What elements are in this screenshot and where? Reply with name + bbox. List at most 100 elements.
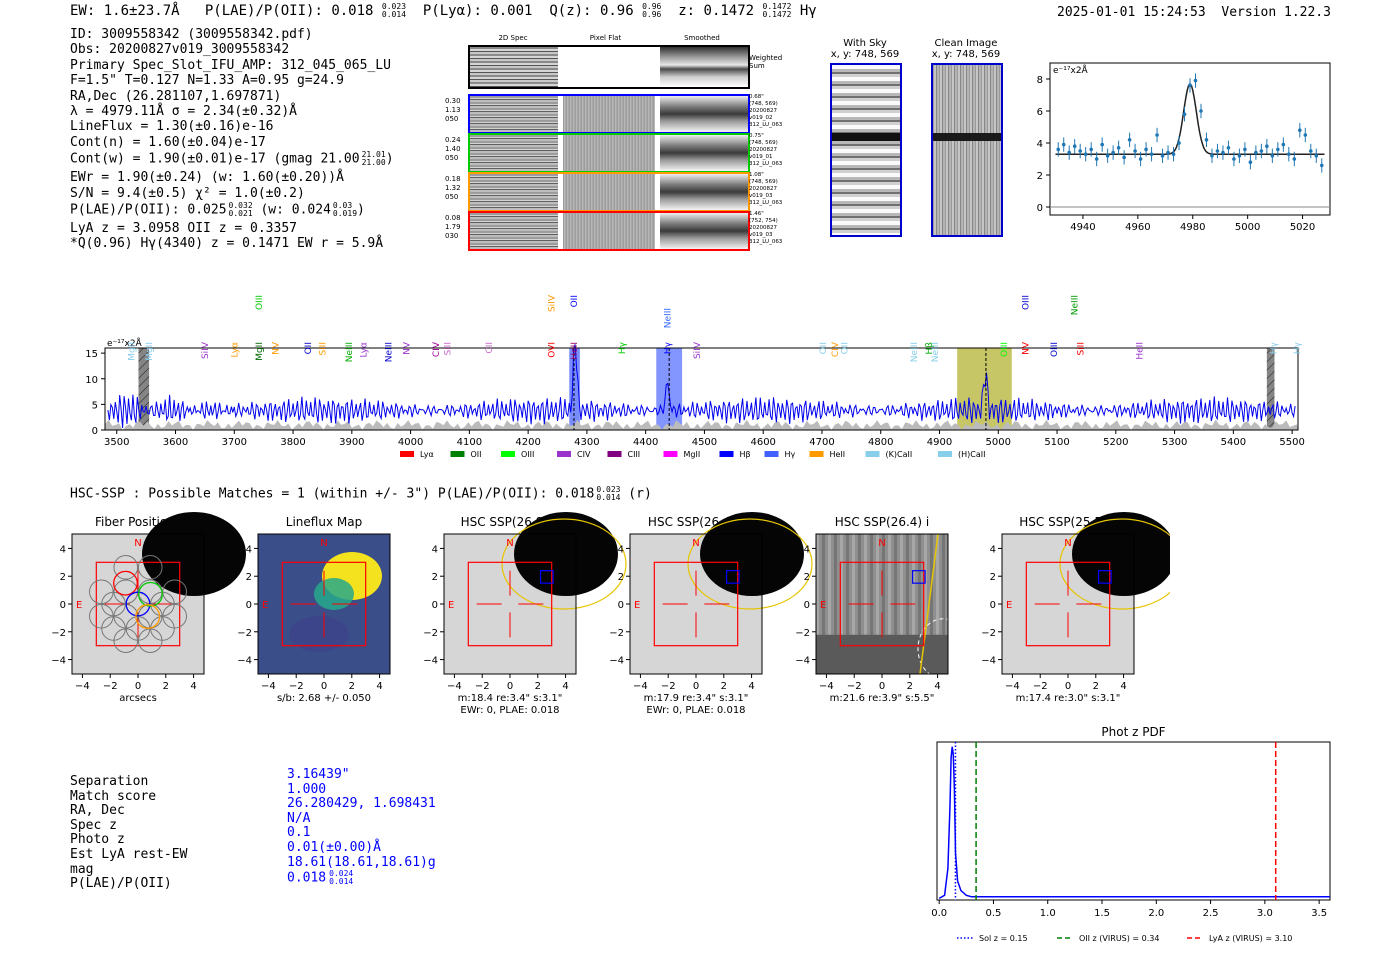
spec2d-fiber-meta-line: 312_LU_063	[749, 161, 783, 167]
spectrum-xtick-label: 3900	[339, 437, 364, 448]
hsc-ytick-label: −2	[51, 628, 66, 639]
spec2d-panel: 2D Spec Pixel Flat Smoothed Weighted Sum…	[440, 32, 790, 257]
spectrum-legend-label: (H)CaII	[958, 450, 985, 459]
spec2d-fiber-stat: 1.13	[445, 106, 461, 114]
header-z-sup: 0.1472	[762, 2, 792, 11]
spectrum-line-label: OIII	[1021, 295, 1031, 310]
info-qhg: *Q(0.96) Hγ(4340) z = 0.1471 EW r = 5.9Å	[70, 236, 384, 252]
hsc-i-stripe	[834, 534, 837, 635]
hsc-xtick-label: 4	[748, 681, 754, 692]
with-sky-image	[830, 63, 902, 237]
hsc-region-box	[839, 561, 925, 647]
header-plya-label: P(Lyα):	[422, 3, 482, 19]
hsc-ytick-label: −4	[51, 656, 66, 667]
info-plae-text: P(LAE)/P(OII): 0.025	[70, 202, 227, 218]
fit-data-point	[1067, 150, 1072, 155]
bright-source	[514, 512, 618, 596]
fit-data-point	[1265, 144, 1269, 148]
hsc-xtick-label: 4	[1120, 681, 1126, 692]
spectrum-legend-label: HeII	[830, 450, 846, 459]
spec2d-fiber-meta-line: (748, 569)	[749, 101, 778, 107]
info-obs: Obs: 20200827v019_3009558342	[70, 42, 290, 58]
fit-data-point	[1254, 150, 1258, 155]
fit-xtick-label: 5000	[1235, 222, 1260, 233]
hsc-panel-title: HSC SSP(26.4) i	[835, 515, 930, 529]
compass-east: E	[820, 600, 826, 611]
hsc-region-box	[95, 561, 181, 647]
hsc-xtick-label: 0	[135, 681, 141, 692]
photz-xtick-label: 0.0	[931, 908, 947, 919]
spectrum-xtick-label: 4300	[574, 437, 599, 448]
spectrum-ytick-label: 5	[92, 400, 98, 411]
spectrum-line-label: SiII	[318, 342, 328, 356]
hsc-panel-title: Lineflux Map	[286, 515, 362, 529]
hsc-i-stripe	[870, 534, 873, 635]
hsc-region-box	[653, 561, 739, 647]
fit-data-point	[1221, 150, 1225, 155]
fit-ytick-label: 8	[1037, 75, 1043, 86]
hsc-match-box	[539, 570, 554, 584]
match-label: Est LyA rest-EW	[70, 846, 188, 862]
hsc-ytick-label: 2	[990, 572, 996, 583]
fit-data-point	[1204, 138, 1209, 142]
hsc-ytick-label: −2	[609, 628, 624, 639]
spectrum-line-label: Hβ	[925, 342, 935, 355]
photz-xtick-label: 3.5	[1311, 908, 1327, 919]
spectrum-legend-label: MgII	[684, 450, 701, 459]
hsc-xtick-label: −4	[819, 681, 834, 692]
fit-data-point	[1243, 147, 1247, 152]
spectrum-line-label: OII	[840, 342, 850, 354]
hsc-i-stripe	[918, 534, 921, 635]
photz-title: Phot z PDF	[1101, 725, 1165, 739]
match-value-text: 0.018	[287, 870, 327, 886]
spectrum-line-label: Hγ	[1293, 341, 1303, 354]
fit-data-point	[1078, 149, 1082, 153]
match-value-text: 1.000	[287, 781, 327, 797]
spectrum-line-label: NeIII	[345, 342, 355, 362]
hsc-ytick-label: 2	[804, 572, 810, 583]
spec2d-weighted-sum-row	[468, 45, 750, 89]
spec2d-fiber-meta-line: 0.75"	[749, 133, 764, 139]
hsc-xtick-label: −2	[103, 681, 118, 692]
info-fparams: F=1.5" T=0.127 N=1.33 A=0.95 g=24.9	[70, 73, 344, 89]
hsc-xtick-label: 2	[907, 681, 913, 692]
hsc-xtick-label: 2	[535, 681, 541, 692]
compass-east: E	[1006, 600, 1012, 611]
hsc-ytick-label: 4	[432, 544, 438, 555]
fiber-circle	[89, 579, 114, 605]
spectrum-legend-swatch	[809, 451, 824, 457]
spec2d-fiber-stats: 0.18 1.32 050	[445, 175, 461, 202]
hsc-region-box	[467, 561, 553, 647]
match-plae-sup: 0.024	[329, 869, 354, 879]
info-plae-w: (w: 0.024	[252, 202, 331, 218]
spec2d-fiber-meta: 0.75" (748, 569) 20200827 v019_01 312_LU_063	[749, 133, 782, 168]
spectrum-legend-swatch	[865, 451, 880, 457]
photz-axes-frame	[936, 741, 1331, 901]
spectrum-xtick-label: 5400	[1221, 437, 1246, 448]
spec2d-fiber-2d	[470, 174, 558, 210]
fiber-circle	[137, 628, 163, 653]
fiber-circle	[89, 603, 114, 629]
fit-data-point	[1155, 133, 1159, 137]
spec2d-fiber-stat: 0.24	[445, 136, 461, 144]
line-fit-chart: 4940 4960 4980 5000 5020 0 2 4 6 8 e⁻¹⁷x2Å	[1037, 62, 1331, 233]
match-value: 26.280429, 1.698431	[287, 797, 436, 812]
hsc-region-box	[281, 561, 367, 647]
spectrum-line-label: Lyα	[230, 342, 240, 358]
spec2d-fiber-flat	[563, 96, 655, 132]
lineflux-glow	[314, 578, 354, 610]
info-contw: Cont(w) = 1.90(±0.01)e-17 (gmag 21.00 21.…	[70, 151, 394, 171]
hsc-title: HSC-SSP : Possible Matches = 1 (within +…	[70, 486, 652, 502]
fit-data-point	[1215, 149, 1220, 153]
spectrum-xtick-label: 4000	[398, 437, 423, 448]
hsc-match-box	[1097, 570, 1112, 584]
hsc-i-stripe	[864, 534, 867, 635]
hsc-match-box	[725, 570, 740, 584]
match-labels: Separation Match score RA, Dec Spec z Photo …	[70, 775, 187, 892]
hsc-aperture-ellipse	[1059, 518, 1170, 610]
spectrum-line-label: HeII	[1135, 342, 1145, 360]
